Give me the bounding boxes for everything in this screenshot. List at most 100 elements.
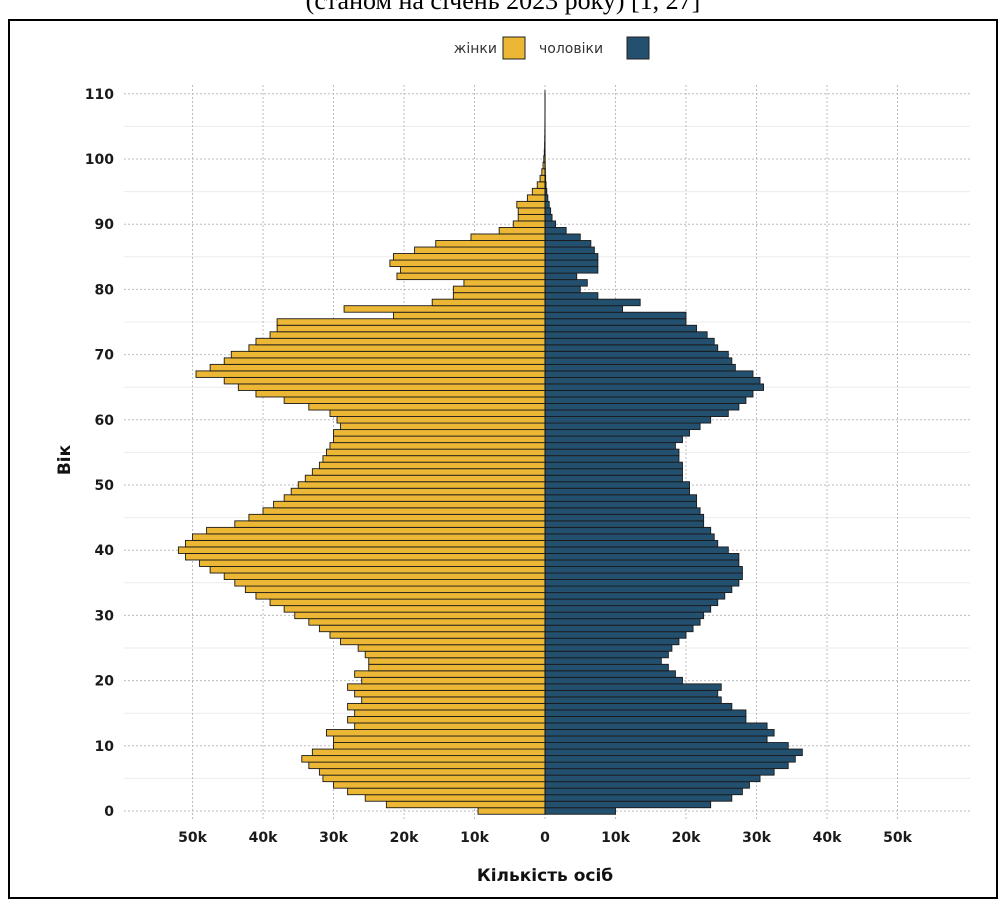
y-tick-label: 40 xyxy=(95,543,115,559)
bar-male-age-45 xyxy=(545,514,704,521)
legend: жінки чоловіки xyxy=(454,37,649,59)
bar-female-age-0 xyxy=(478,808,545,815)
bar-female-age-30 xyxy=(295,612,545,619)
bar-female-age-33 xyxy=(256,593,545,600)
bar-male-age-79 xyxy=(545,293,598,300)
bar-female-age-93 xyxy=(517,201,545,208)
bar-female-age-31 xyxy=(284,606,545,613)
bar-male-age-57 xyxy=(545,436,682,443)
bar-female-age-4 xyxy=(334,782,546,789)
bar-female-age-19 xyxy=(348,684,545,691)
bar-female-age-71 xyxy=(249,345,545,352)
bar-male-age-84 xyxy=(545,260,598,267)
bar-female-age-53 xyxy=(319,462,545,469)
bar-male-age-48 xyxy=(545,495,697,502)
x-tick-label: 20k xyxy=(390,830,419,846)
bar-female-age-59 xyxy=(341,423,545,430)
bar-male-age-8 xyxy=(545,756,795,763)
bar-male-age-75 xyxy=(545,319,686,326)
bar-male-age-93 xyxy=(545,201,549,208)
bar-female-age-27 xyxy=(330,632,545,639)
bar-male-age-44 xyxy=(545,521,704,528)
bar-male-age-77 xyxy=(545,306,623,313)
bar-male-age-40 xyxy=(545,547,728,554)
y-tick-label: 30 xyxy=(95,608,115,624)
legend-label-female: жінки xyxy=(454,41,497,57)
y-tick-label: 0 xyxy=(104,804,114,820)
bar-male-age-82 xyxy=(545,273,577,280)
bar-female-age-55 xyxy=(326,449,545,456)
bar-female-age-67 xyxy=(196,371,545,378)
bar-female-age-10 xyxy=(334,743,546,750)
bar-female-age-20 xyxy=(362,677,545,684)
bar-male-age-69 xyxy=(545,358,732,365)
bar-female-age-74 xyxy=(277,325,545,332)
bar-female-age-15 xyxy=(355,710,545,717)
bar-female-age-32 xyxy=(270,599,545,606)
bar-female-age-46 xyxy=(263,508,545,515)
bar-female-age-57 xyxy=(334,436,546,443)
bar-female-age-75 xyxy=(277,319,545,326)
bar-female-age-40 xyxy=(178,547,545,554)
bar-female-age-36 xyxy=(224,573,545,580)
bar-male-age-19 xyxy=(545,684,721,691)
bar-male-age-67 xyxy=(545,371,753,378)
bar-female-age-73 xyxy=(270,332,545,339)
bar-male-age-21 xyxy=(545,671,675,678)
bar-male-age-14 xyxy=(545,716,746,723)
bar-male-age-46 xyxy=(545,508,700,515)
y-tick-label: 110 xyxy=(85,87,114,103)
legend-swatch-male xyxy=(627,37,649,59)
bar-female-age-88 xyxy=(471,234,545,241)
bar-female-age-79 xyxy=(453,293,545,300)
y-tick-label: 100 xyxy=(85,152,114,168)
bar-female-age-47 xyxy=(274,501,545,508)
x-tick-label: 20k xyxy=(672,830,701,846)
bar-male-age-41 xyxy=(545,540,718,547)
bar-female-age-81 xyxy=(464,280,545,287)
bar-female-age-54 xyxy=(323,456,545,463)
bar-female-age-23 xyxy=(369,658,545,665)
bar-female-age-6 xyxy=(319,769,545,776)
bar-female-age-14 xyxy=(348,716,545,723)
bar-male-age-80 xyxy=(545,286,580,293)
bar-male-age-58 xyxy=(545,430,690,437)
bar-male-age-29 xyxy=(545,619,700,626)
bar-male-age-5 xyxy=(545,775,760,782)
bar-male-age-35 xyxy=(545,580,739,587)
x-tick-label: 0 xyxy=(540,830,550,846)
bar-male-age-52 xyxy=(545,469,682,476)
bar-female-age-11 xyxy=(334,736,546,743)
legend-swatch-female xyxy=(503,37,525,59)
bar-female-age-12 xyxy=(326,730,545,737)
x-tick-label: 50k xyxy=(883,830,912,846)
y-tick-label: 80 xyxy=(95,282,115,298)
x-tick-label: 30k xyxy=(319,830,348,846)
bar-female-age-69 xyxy=(224,358,545,365)
bar-female-age-63 xyxy=(284,397,545,404)
bar-male-age-42 xyxy=(545,534,714,541)
bar-male-age-90 xyxy=(545,221,556,228)
bar-male-age-86 xyxy=(545,247,594,254)
bar-female-age-87 xyxy=(436,241,545,248)
bar-female-age-48 xyxy=(284,495,545,502)
bar-female-age-17 xyxy=(362,697,545,704)
bar-male-age-56 xyxy=(545,443,675,450)
x-tick-label: 40k xyxy=(813,830,842,846)
bar-male-age-62 xyxy=(545,404,739,411)
bar-female-age-66 xyxy=(224,377,545,384)
bar-female-age-13 xyxy=(355,723,545,730)
bar-male-age-64 xyxy=(545,390,753,397)
bar-female-age-3 xyxy=(348,788,545,795)
bar-female-age-64 xyxy=(256,390,545,397)
bar-female-age-97 xyxy=(540,175,545,182)
bar-male-age-85 xyxy=(545,254,598,261)
bar-female-age-82 xyxy=(397,273,545,280)
bar-female-age-21 xyxy=(355,671,545,678)
bar-male-age-49 xyxy=(545,488,690,495)
bar-female-age-51 xyxy=(305,475,545,482)
bar-female-age-38 xyxy=(200,560,545,567)
bar-male-age-15 xyxy=(545,710,746,717)
legend-label-male: чоловіки xyxy=(539,41,603,57)
